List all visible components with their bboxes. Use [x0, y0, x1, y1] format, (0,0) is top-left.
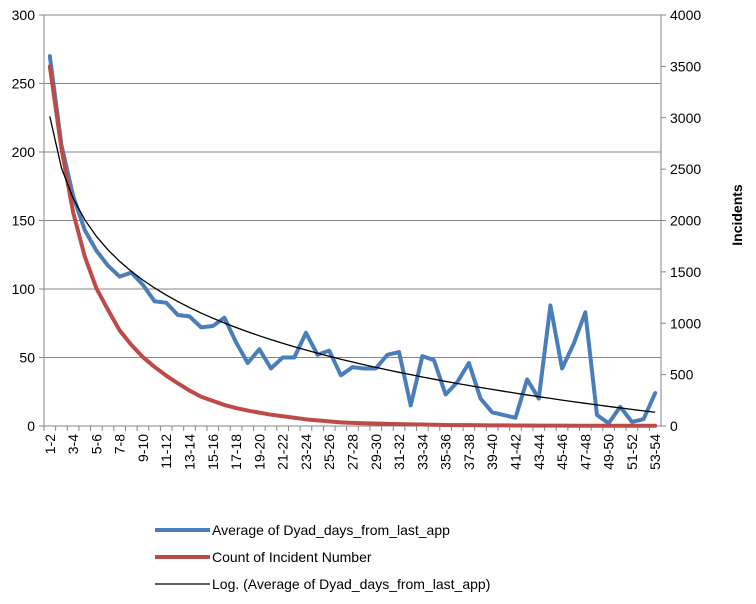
series-line [47, 64, 658, 428]
series-average-days [47, 54, 658, 426]
right-tick-label: 3500 [670, 58, 701, 74]
x-tick-label: 47-48 [577, 434, 593, 470]
left-axis-tick-labels: 0 50 100 150 200 250 300 [12, 7, 36, 434]
x-tick-label: 27-28 [345, 434, 361, 470]
x-tick-label: 13-14 [182, 434, 198, 470]
legend-label: Average of Dyad_days_from_last_app [212, 522, 450, 538]
x-tick-label: 29-30 [368, 434, 384, 470]
right-tick-label: 0 [670, 418, 678, 434]
right-tick-label: 1500 [670, 264, 701, 280]
x-tick-label: 53-54 [647, 434, 663, 470]
x-tick-label: 15-16 [205, 434, 221, 470]
x-tick-label: 11-12 [158, 434, 174, 469]
x-tick-label: 21-22 [275, 434, 291, 470]
series-incident-count [47, 64, 658, 428]
x-tick-label: 23-24 [298, 434, 314, 470]
x-tick-label: 33-34 [414, 434, 430, 470]
x-tick-label: 19-20 [251, 434, 267, 470]
x-tick-label: 5-6 [88, 434, 104, 454]
right-tick-label: 2500 [670, 161, 701, 177]
left-tick-label: 300 [12, 7, 36, 23]
x-tick-label: 37-38 [461, 434, 477, 470]
left-tick-label: 100 [12, 281, 36, 297]
x-tick-label: 35-36 [438, 434, 454, 470]
right-tick-label: 1000 [670, 315, 701, 331]
x-tick-label: 7-8 [112, 434, 128, 454]
gridlines [44, 14, 661, 427]
series-trendline [49, 116, 656, 413]
left-tick-label: 0 [27, 418, 35, 434]
series-layer [47, 54, 658, 428]
right-axis-tick-labels: 0 500 1000 1500 2000 2500 3000 3500 4000 [670, 7, 701, 434]
left-tick-label: 250 [12, 76, 36, 92]
left-tick-label: 200 [12, 144, 36, 160]
x-tick-label: 39-40 [484, 434, 500, 470]
x-axis-tick-labels: 1-2 3-4 5-6 7-8 9-10 11-12 13-14 15-16 17-18 19-2… [42, 434, 663, 470]
x-tick-label: 25-26 [321, 434, 337, 470]
x-tick-label: 45-46 [554, 434, 570, 470]
x-tick-label: 31-32 [391, 434, 407, 470]
legend-label: Log. (Average of Dyad_days_from_last_app… [212, 576, 490, 592]
x-tick-label: 1-2 [42, 434, 58, 454]
left-tick-label: 150 [12, 213, 36, 229]
legend: Average of Dyad_days_from_last_app Count … [155, 522, 490, 592]
right-tick-label: 2000 [670, 213, 701, 229]
right-tick-label: 4000 [670, 7, 701, 23]
right-tick-label: 3000 [670, 110, 701, 126]
left-tick-label: 50 [19, 350, 35, 366]
legend-label: Count of Incident Number [212, 549, 372, 565]
x-tick-label: 43-44 [531, 434, 547, 470]
x-tick-label: 49-50 [601, 434, 617, 470]
x-tick-label: 9-10 [135, 434, 151, 462]
x-tick-label: 17-18 [228, 434, 244, 470]
x-tick-label: 3-4 [65, 434, 81, 454]
x-tick-label: 41-42 [507, 434, 523, 470]
right-axis-label: Incidents [729, 184, 745, 246]
x-tick-label: 51-52 [624, 434, 640, 470]
series-line [47, 54, 658, 426]
right-tick-label: 500 [670, 367, 694, 383]
